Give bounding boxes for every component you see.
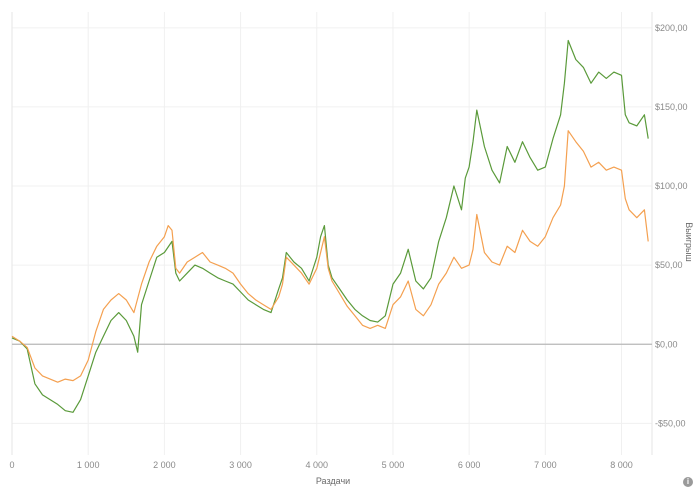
- y-tick-label-1: $150,00: [655, 102, 688, 112]
- grid-lines: [11, 12, 653, 455]
- x-tick-label-6: 6 000: [458, 460, 481, 470]
- series-lines: [11, 39, 649, 413]
- y-tick-label-0: $200,00: [655, 23, 688, 33]
- y-tick-label-5: -$50,00: [655, 418, 686, 428]
- x-tick-label-4: 4 000: [305, 460, 328, 470]
- x-tick-label-3: 3 000: [229, 460, 252, 470]
- y-tick-label-3: $50,00: [655, 260, 683, 270]
- y-tick-label-2: $100,00: [655, 181, 688, 191]
- x-tick-label-7: 7 000: [534, 460, 557, 470]
- x-tick-label-5: 5 000: [382, 460, 405, 470]
- y-tick-label-4: $0,00: [655, 339, 678, 349]
- series-line-1: [11, 130, 649, 383]
- x-tick-label-0: 0: [9, 460, 14, 470]
- x-axis-tick-labels: 0 1 000 2 000 3 000 4 000 5 000 6 000 7 000 8 00…: [9, 460, 632, 470]
- x-tick-label-1: 1 000: [77, 460, 100, 470]
- series-line-0: [11, 39, 649, 413]
- y-axis-tick-labels: $200,00 $150,00 $100,00 $50,00 $0,00 -$50,00: [655, 23, 688, 429]
- x-tick-label-8: 8 000: [610, 460, 633, 470]
- x-axis-title: Раздачи: [316, 476, 350, 486]
- x-tick-label-2: 2 000: [153, 460, 176, 470]
- y-axis-title: Выигрыш: [684, 222, 694, 261]
- info-icon[interactable]: i: [683, 477, 693, 487]
